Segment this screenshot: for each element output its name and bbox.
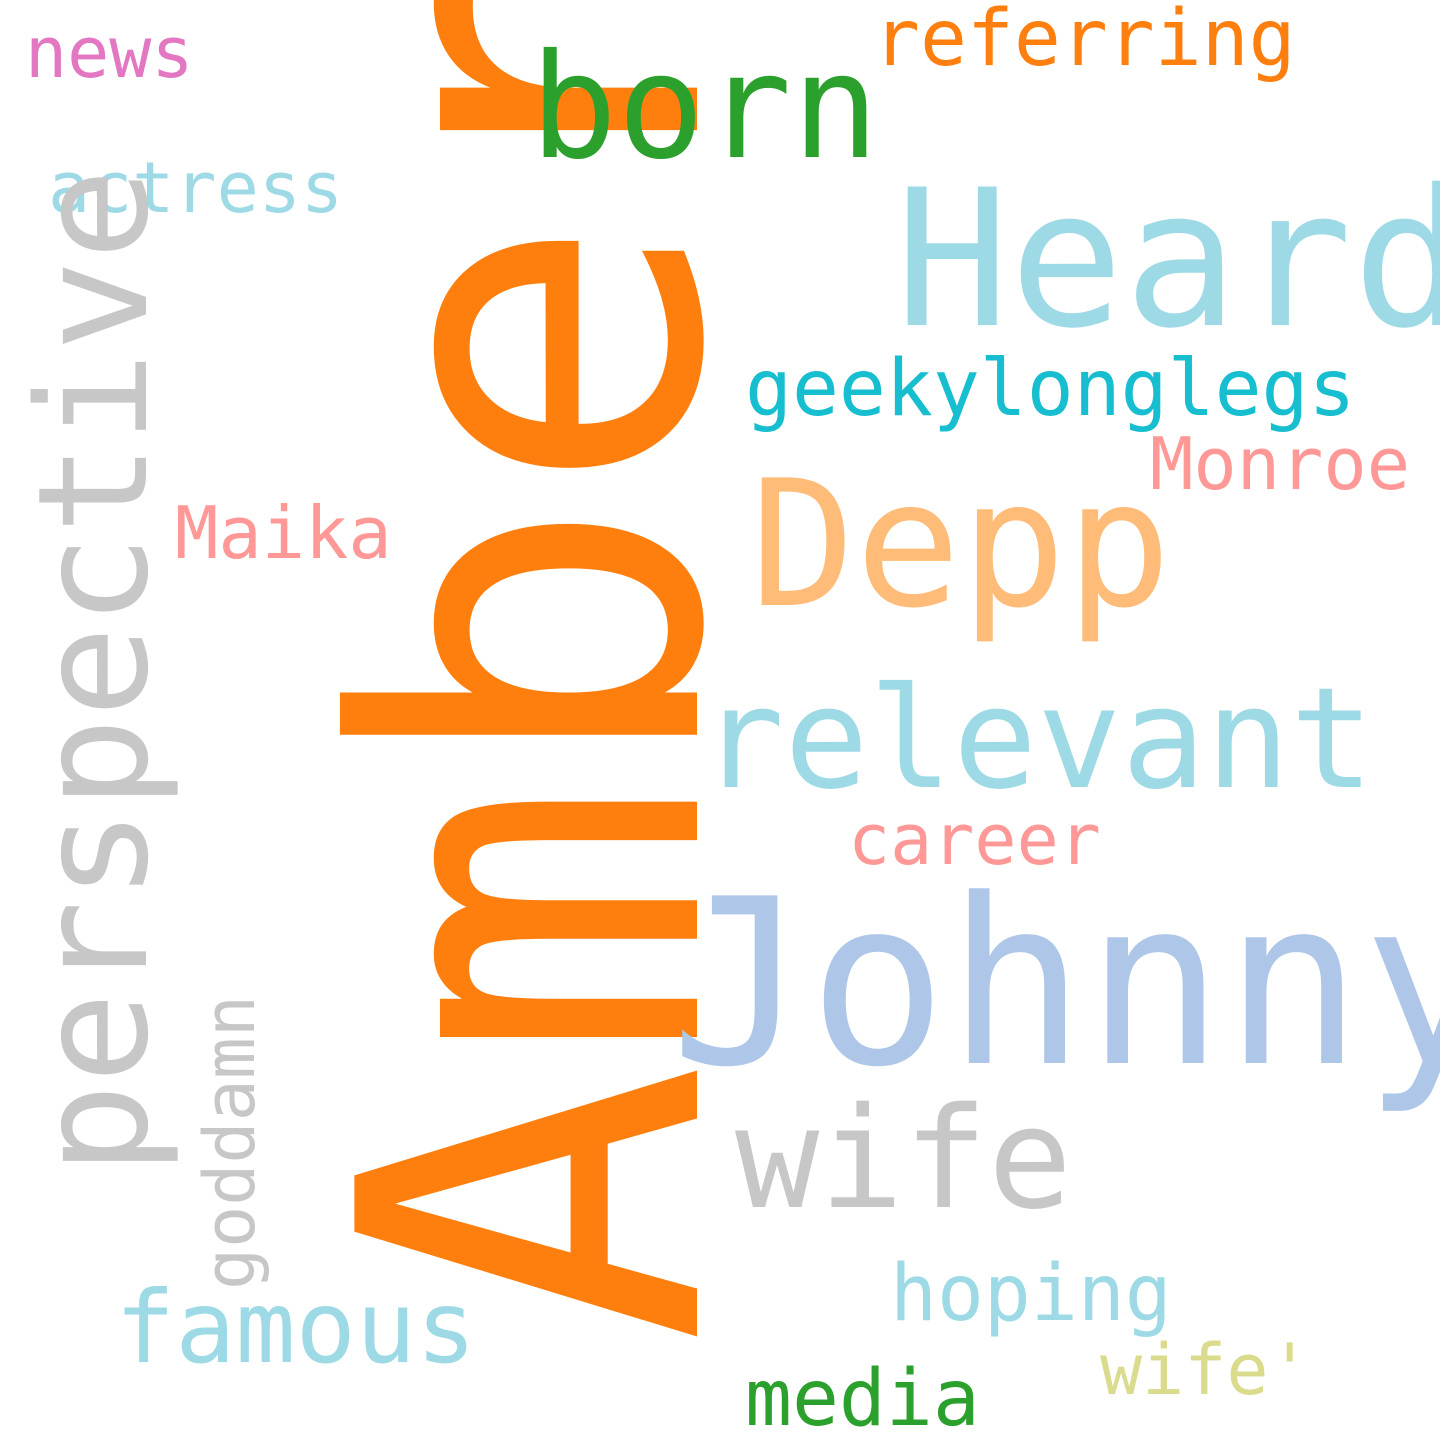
word-media: media — [745, 1354, 980, 1440]
word-wife: wife — [735, 1078, 1073, 1241]
word-goddamn: goddamn — [189, 994, 271, 1290]
word-career: career — [848, 799, 1101, 881]
word-johnny: Johnny — [670, 851, 1440, 1118]
word-maika: Maika — [175, 491, 392, 575]
word-actress: actress — [48, 147, 344, 229]
word-heard: Heard — [895, 149, 1440, 370]
word-hoping: hoping — [890, 1249, 1172, 1339]
word-perspective: perspective — [5, 168, 182, 1175]
word-news: news — [25, 12, 194, 94]
word-geekylonglegs: geekylonglegs — [745, 344, 1356, 434]
word-famous: famous — [115, 1269, 477, 1386]
word-wife-apostrophe: wife' — [1100, 1329, 1311, 1411]
word-monroe: Monroe — [1150, 422, 1411, 506]
word-referring: referring — [873, 0, 1296, 84]
word-depp: Depp — [750, 444, 1172, 647]
word-relevant: relevant — [700, 658, 1375, 821]
word-born: born — [530, 23, 880, 192]
